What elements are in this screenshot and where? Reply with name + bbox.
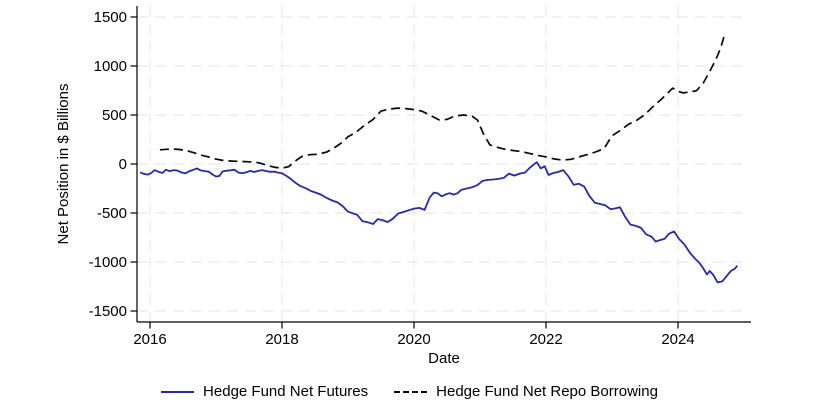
x-tick-label: 2020 [397, 331, 430, 348]
gridlines [137, 6, 748, 321]
x-tick-label: 2016 [133, 331, 166, 348]
dashed-line-swatch-icon [394, 390, 428, 393]
y-tick-label: 1000 [94, 58, 127, 75]
y-axis-title: Net Position in $ Billions [55, 84, 72, 245]
legend: Hedge Fund Net Futures Hedge Fund Net Re… [0, 383, 819, 400]
y-tick-label: 500 [102, 107, 127, 124]
legend-label-futures: Hedge Fund Net Futures [203, 383, 369, 400]
x-tick-label: 2024 [661, 331, 694, 348]
x-tick-label: 2018 [265, 331, 298, 348]
legend-label-repo: Hedge Fund Net Repo Borrowing [436, 383, 658, 400]
y-tick-label: 0 [119, 156, 127, 173]
axes: 1500 1000 500 0 -500 -1000 -1500 2016 2018 2020 20… [89, 6, 751, 348]
legend-item-repo: Hedge Fund Net Repo Borrowing [394, 383, 658, 400]
series-line-repo [159, 32, 726, 169]
x-axis-title: Date [428, 350, 460, 367]
x-tick-label: 2022 [529, 331, 562, 348]
solid-line-swatch-icon [161, 390, 195, 393]
series-lines [139, 32, 739, 284]
y-tick-label: -1500 [89, 303, 127, 320]
y-tick-label: -500 [97, 205, 127, 222]
y-tick-label: 1500 [94, 9, 127, 26]
y-tick-label: -1000 [89, 254, 127, 271]
series-line-futures [139, 161, 739, 284]
legend-item-futures: Hedge Fund Net Futures [161, 383, 368, 400]
